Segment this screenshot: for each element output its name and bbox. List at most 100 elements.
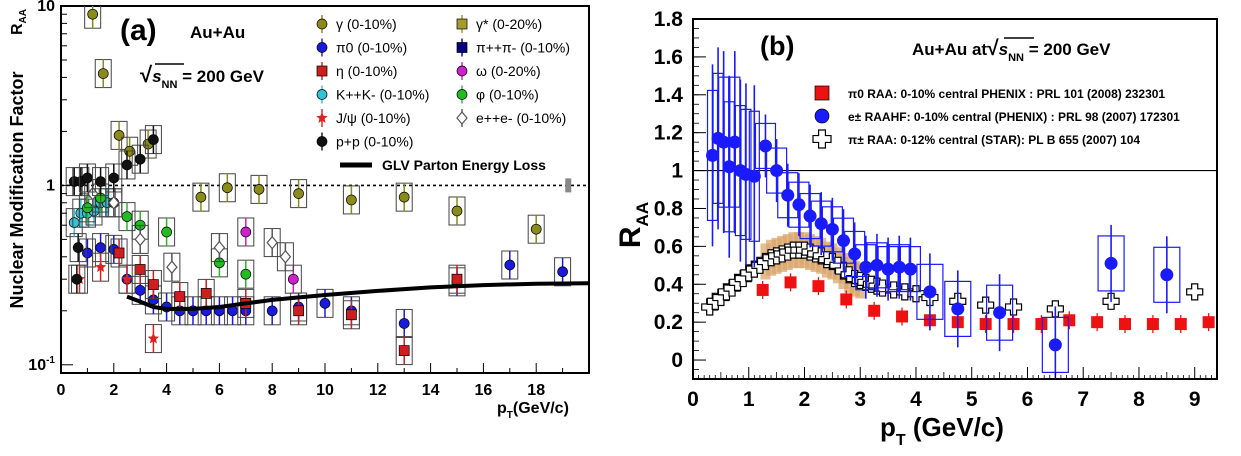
legend-label: π± RAA: 0-12% central (STAR): PL B 655 (… [848,133,1140,147]
series-γ (0-10%) [84,6,545,244]
legend-marker [456,42,468,53]
data-point [1035,318,1048,331]
y-tick-label: 0.8 [654,197,684,220]
y-tick-label: 10-1 [28,355,55,374]
data-point [95,176,106,187]
x-tick-label: 6 [215,382,224,399]
legend-marker [812,129,832,149]
legend-marker [456,89,468,100]
series-e-hf-phenix [706,47,1181,379]
data-point [1004,298,1023,316]
data-point [293,188,304,199]
panel-a-system: Au+Au [190,23,245,42]
data-point [398,318,410,329]
data-point [814,217,828,231]
panel-b-plot-area [693,47,1217,379]
x-tick-label: 8 [268,382,277,399]
panel-b-label: (b) [760,31,794,61]
data-point [993,306,1007,320]
data-point [792,198,806,212]
data-point [979,318,992,331]
data-point [134,264,146,275]
data-point [1160,268,1174,282]
data-point [166,260,178,275]
data-point [293,305,304,317]
data-point [907,285,925,303]
data-point [240,226,252,238]
data-point [1186,283,1204,301]
data-point [1007,318,1020,331]
legend-label: e++e- (0-10%) [476,110,566,126]
panel-a-ylabel-text: Nuclear Modification Factor [7,71,27,308]
data-point [868,304,881,317]
data-point [451,273,463,285]
data-point [108,172,120,184]
x-tick-label: 3 [854,388,866,411]
x-tick-label: 16 [475,382,493,399]
svg-text:Au+Au at√sNN = 200 GeV: Au+Au at√sNN = 200 GeV [912,37,1111,64]
y-tick-label: 1 [671,160,683,183]
data-point [892,260,906,274]
data-point [747,169,761,183]
legend-marker [316,42,328,53]
data-point [253,184,265,195]
glv-curve [126,281,589,311]
data-point [148,134,159,145]
panel-b-legend: π0 RAA: 0-10% central PHENIX : PRL 101 (… [812,85,1180,149]
x-tick-label: 2 [109,382,118,399]
legend-marker [814,108,830,124]
data-point [1104,256,1118,270]
data-point [803,209,817,223]
x-tick-label: 0 [687,388,699,411]
data-point [95,242,106,253]
data-point [72,242,84,253]
data-point [398,345,410,356]
data-point [398,191,410,203]
legend-label: γ (0-10%) [336,16,397,32]
data-point [758,139,772,153]
data-point [451,205,463,217]
data-point [121,273,133,285]
series-pi-star [701,232,1204,318]
data-point [1091,316,1104,329]
y-tick-label: 1.4 [654,84,684,107]
svg-text:√sNN = 200 GeV: √sNN = 200 GeV [140,62,265,91]
data-point [1174,318,1187,331]
data-point [896,310,909,323]
data-point [319,298,331,309]
data-point [134,232,146,247]
data-point [977,296,995,314]
data-point [121,211,133,222]
data-point [161,226,172,238]
x-tick-label: 8 [1133,388,1145,411]
panel-b: 0 1 2 3 4 5 6 7 8 9 0 0.2 0.4 0.6 0.8 1 1.2 1.4 1.6 1.8 (b)… [614,8,1218,449]
x-tick-label: 4 [162,382,171,399]
data-point [113,247,125,259]
legend-label: K++K- (0-10%) [336,87,429,103]
data-point [82,247,93,259]
data-point [71,273,83,285]
data-point [781,188,795,202]
data-point [68,217,80,228]
data-point [97,68,109,79]
data-point [287,273,299,285]
x-tick-label: 7 [1077,388,1089,411]
x-tick-label: 2 [799,388,811,411]
data-point [134,284,146,296]
x-tick-label: 9 [1189,388,1201,411]
legend-label: γ* (0-20%) [476,16,542,32]
panel-a: 0 2 4 6 8 10 12 14 16 18 10-1 1 10 (a) Au+Au √sNN = … [7,0,590,421]
y-tick-label: 0.6 [654,235,683,258]
legend-label: π++π- (0-10%) [476,40,570,56]
x-tick-label: 18 [527,382,545,399]
legend-label: η (0-10%) [336,63,397,79]
data-point [837,234,851,248]
panel-a-theory-legend: GLV Parton Energy Loss [340,157,546,173]
data-point [108,195,120,210]
panel-b-axes: 0 1 2 3 4 5 6 7 8 9 0 0.2 0.4 0.6 0.8 1 1.2 1.4 1.6 1.8 [654,8,1218,411]
legend-label: p+p (0-10%) [336,134,413,150]
data-point [134,153,146,165]
x-tick-label: 14 [422,382,440,399]
data-point [221,182,233,194]
y-tick-label: 1.2 [654,122,683,145]
